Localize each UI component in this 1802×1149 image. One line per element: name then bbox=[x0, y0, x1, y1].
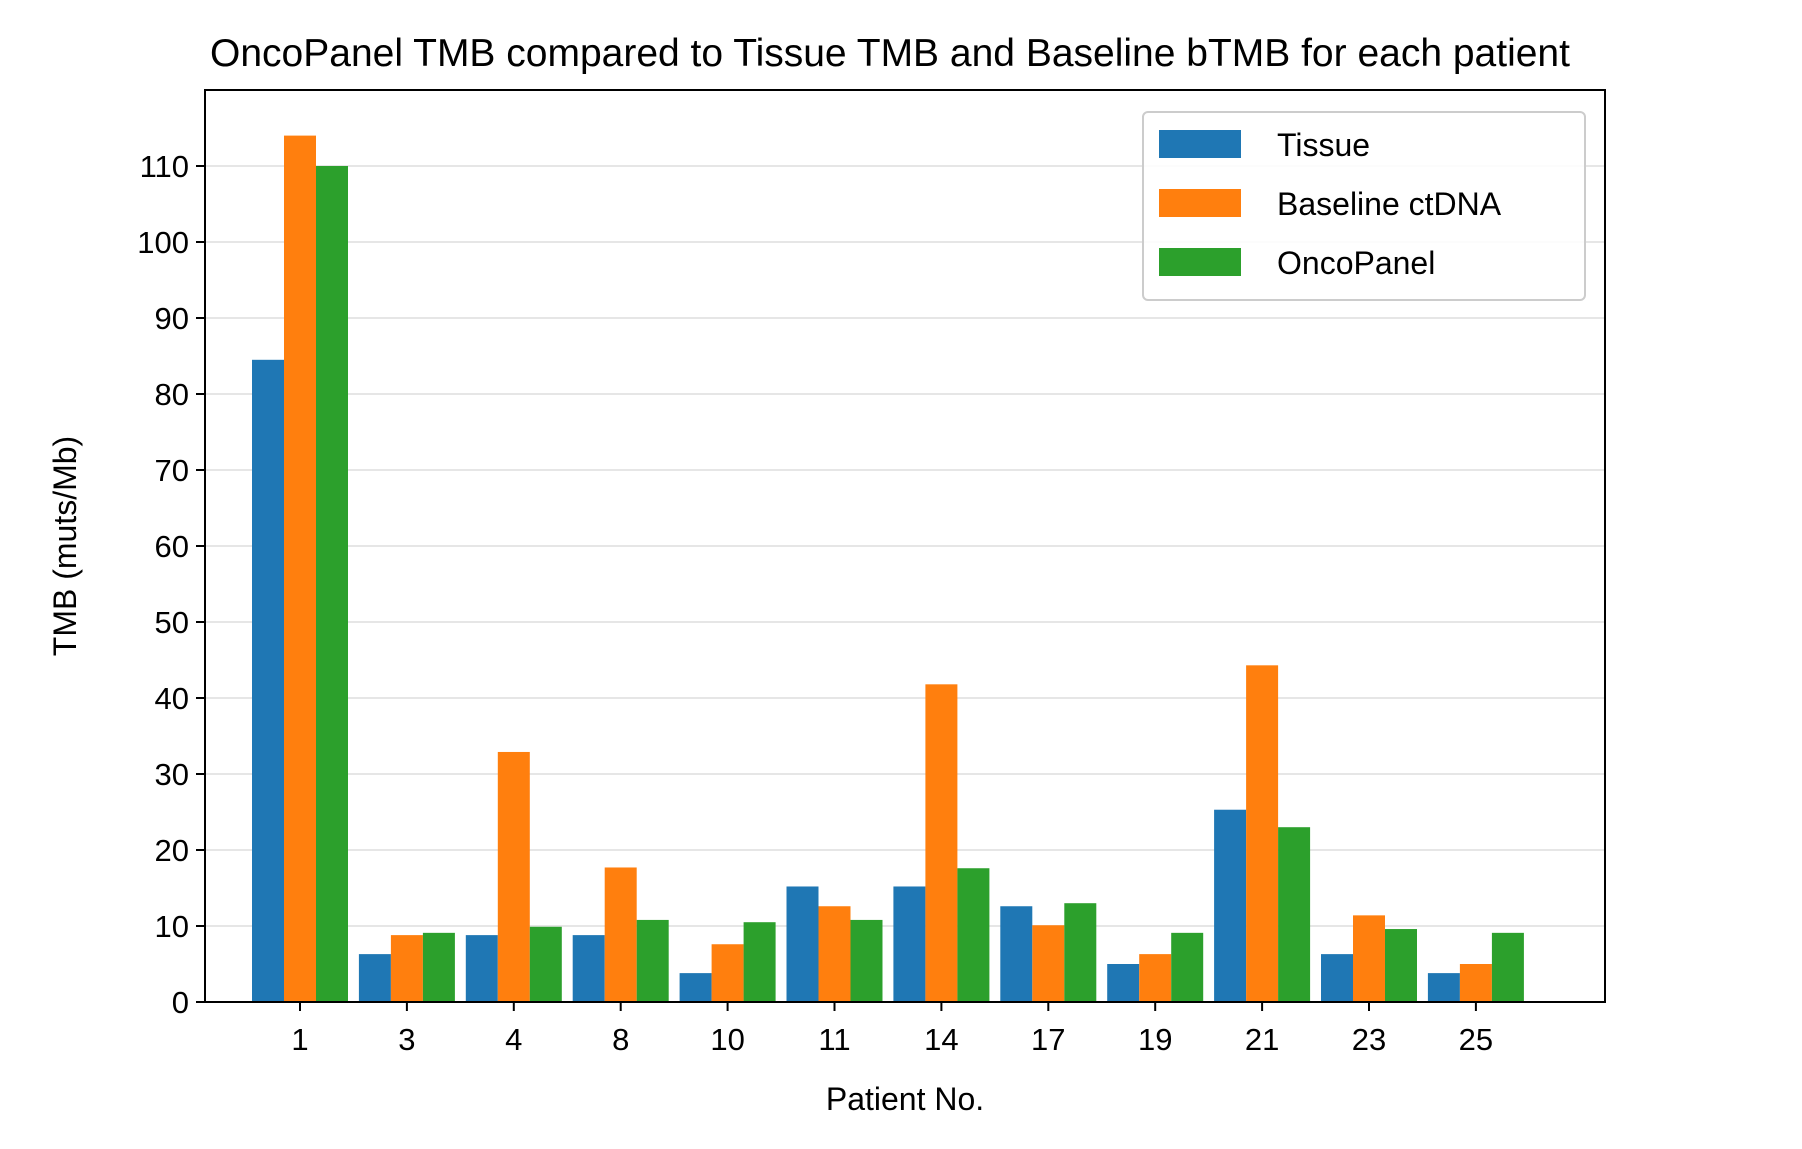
bars bbox=[252, 135, 1524, 1003]
legend-swatch-baseline-ctdna bbox=[1159, 189, 1241, 217]
y-axis-ticks: 0 10 20 30 40 50 60 70 80 90 100 110 bbox=[137, 149, 205, 1020]
bar-tissue-17 bbox=[1000, 906, 1033, 1002]
y-tick-label: 60 bbox=[155, 529, 189, 564]
legend-label: OncoPanel bbox=[1277, 245, 1435, 281]
legend: Tissue Baseline ctDNA OncoPanel bbox=[1142, 111, 1586, 301]
bar-baseline-ctdna-17 bbox=[1032, 925, 1065, 1002]
bar-oncopanel-23 bbox=[1385, 929, 1417, 1002]
x-tick-label: 1 bbox=[291, 1022, 308, 1057]
y-tick-label: 50 bbox=[155, 605, 189, 640]
bar-oncopanel-8 bbox=[636, 919, 669, 1002]
bar-baseline-ctdna-11 bbox=[818, 906, 851, 1002]
bar-tissue-4 bbox=[465, 935, 498, 1002]
bar-oncopanel-17 bbox=[1064, 903, 1097, 1002]
bar-baseline-ctdna-8 bbox=[604, 867, 637, 1002]
y-tick-label: 40 bbox=[155, 681, 189, 716]
x-axis-ticks: 1 3 4 8 10 11 14 17 19 21 23 25 bbox=[291, 1002, 1493, 1057]
x-tick-label: 8 bbox=[612, 1022, 629, 1057]
bar-tissue-25 bbox=[1427, 973, 1460, 1002]
y-tick-label: 110 bbox=[140, 149, 189, 184]
x-tick-label: 3 bbox=[398, 1022, 415, 1057]
bar-baseline-ctdna-25 bbox=[1459, 964, 1492, 1002]
y-tick-label: 100 bbox=[137, 225, 189, 260]
x-tick-label: 11 bbox=[818, 1022, 850, 1057]
y-tick-label: 80 bbox=[155, 377, 189, 412]
bar-tissue-23 bbox=[1321, 954, 1353, 1002]
bar-oncopanel-1 bbox=[316, 166, 348, 1002]
x-tick-label: 23 bbox=[1352, 1022, 1386, 1057]
legend-label: Baseline ctDNA bbox=[1277, 186, 1502, 222]
legend-box bbox=[1142, 111, 1586, 301]
legend-swatch-tissue bbox=[1159, 130, 1241, 158]
bar-tissue-1 bbox=[252, 359, 284, 1002]
bar-oncopanel-19 bbox=[1171, 932, 1204, 1002]
bar-oncopanel-11 bbox=[850, 919, 883, 1002]
x-tick-label: 17 bbox=[1031, 1022, 1065, 1057]
bar-oncopanel-4 bbox=[529, 926, 562, 1002]
y-tick-label: 90 bbox=[155, 301, 189, 336]
bar-baseline-ctdna-19 bbox=[1139, 954, 1172, 1002]
bar-baseline-ctdna-1 bbox=[284, 135, 316, 1003]
bar-tissue-11 bbox=[786, 886, 819, 1002]
bar-tissue-14 bbox=[893, 886, 926, 1002]
bar-baseline-ctdna-3 bbox=[390, 935, 423, 1002]
bar-baseline-ctdna-10 bbox=[711, 944, 744, 1002]
legend-label: Tissue bbox=[1277, 127, 1370, 163]
x-axis-label: Patient No. bbox=[826, 1081, 984, 1117]
bar-baseline-ctdna-4 bbox=[497, 751, 530, 1002]
bar-oncopanel-25 bbox=[1491, 932, 1524, 1002]
bar-tissue-21 bbox=[1214, 809, 1247, 1002]
bar-oncopanel-21 bbox=[1278, 827, 1311, 1002]
x-tick-label: 10 bbox=[710, 1022, 744, 1057]
y-tick-label: 70 bbox=[155, 453, 189, 488]
bar-oncopanel-3 bbox=[422, 932, 455, 1002]
bar-baseline-ctdna-21 bbox=[1246, 665, 1279, 1002]
bar-tissue-19 bbox=[1107, 964, 1140, 1002]
bar-tissue-3 bbox=[358, 954, 391, 1002]
y-tick-label: 0 bbox=[172, 985, 189, 1020]
bar-baseline-ctdna-14 bbox=[925, 684, 958, 1002]
y-tick-label: 10 bbox=[155, 909, 189, 944]
bar-tissue-10 bbox=[679, 973, 712, 1002]
x-tick-label: 21 bbox=[1245, 1022, 1279, 1057]
y-tick-label: 20 bbox=[155, 833, 189, 868]
y-tick-label: 30 bbox=[155, 757, 189, 792]
bar-tissue-8 bbox=[572, 935, 605, 1002]
bar-oncopanel-10 bbox=[743, 922, 776, 1002]
x-tick-label: 4 bbox=[505, 1022, 522, 1057]
bar-baseline-ctdna-23 bbox=[1353, 915, 1385, 1002]
bar-oncopanel-14 bbox=[957, 868, 990, 1002]
y-axis-label: TMB (muts/Mb) bbox=[47, 436, 83, 656]
legend-swatch-oncopanel bbox=[1159, 248, 1241, 276]
x-tick-label: 25 bbox=[1459, 1022, 1493, 1057]
x-tick-label: 14 bbox=[924, 1022, 958, 1057]
x-tick-label: 19 bbox=[1138, 1022, 1172, 1057]
chart-title: OncoPanel TMB compared to Tissue TMB and… bbox=[210, 32, 1570, 75]
